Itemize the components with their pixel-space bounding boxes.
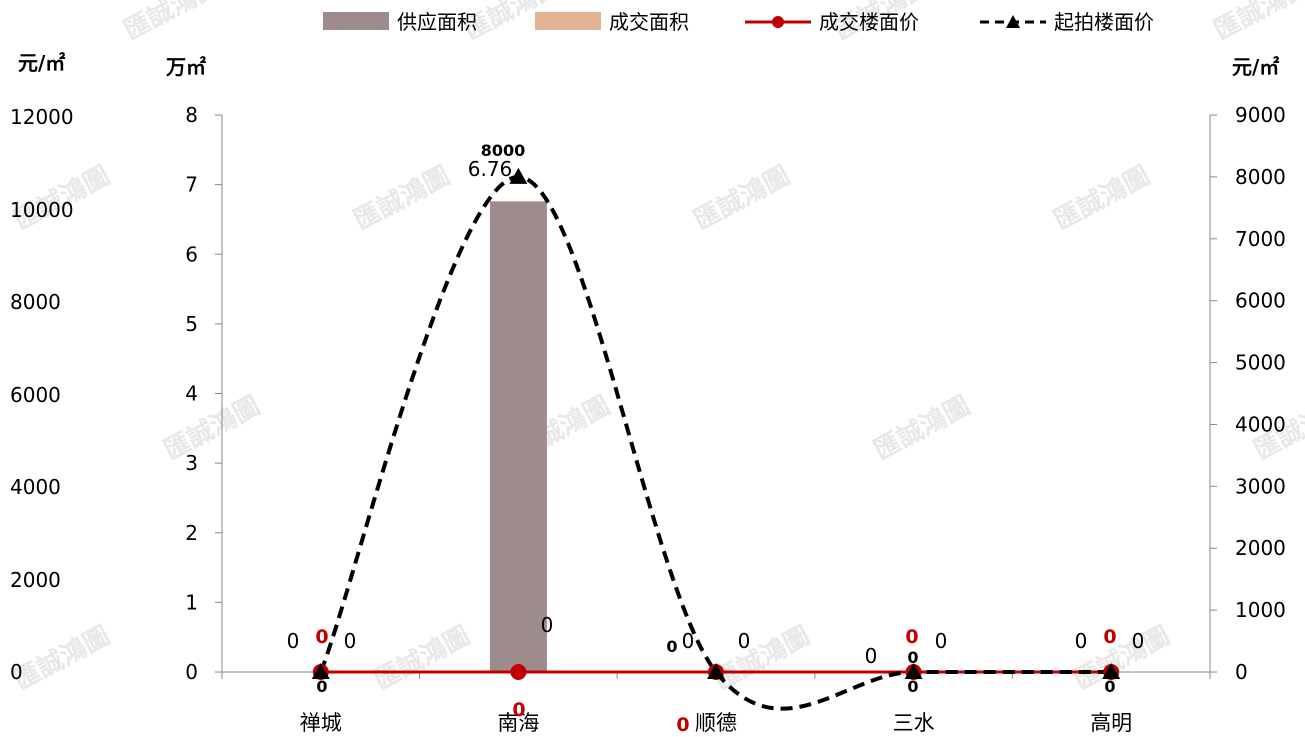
left-tick-label: 2 [185, 521, 198, 545]
supply-data-label: 0 [865, 644, 878, 668]
supply-data-label: 6.76 [468, 157, 513, 181]
start-price-marker [1102, 663, 1121, 679]
outer-left-tick-label: 0 [10, 660, 23, 684]
outer-left-tick-label: 8000 [10, 290, 61, 314]
right-tick-label: 9000 [1235, 103, 1286, 127]
start-price-data-label: 0 [907, 677, 918, 696]
watermark-text: 匯誠鴻圖 [119, 0, 225, 46]
left-tick-label: 8 [185, 103, 198, 127]
outer-left-tick-label: 10000 [10, 198, 74, 222]
legend-label-deal-price: 成交楼面价 [819, 10, 919, 34]
supply-data-label: 0 [1075, 629, 1088, 653]
legend-swatch-supply [323, 12, 389, 30]
start-price-marker [904, 663, 923, 679]
right-axis: 0 1000 2000 3000 4000 5000 6000 7000 8000 9000 [1209, 103, 1286, 684]
legend: 供应面积 成交面积 成交楼面价 起拍楼面价 [323, 10, 1154, 34]
category-label: 高明 [1090, 711, 1132, 735]
deal-area-data-label: 0 [344, 629, 357, 653]
left-axis: 0 1 2 3 4 5 6 7 8 [185, 103, 223, 684]
watermark-text: 匯誠鴻圖 [369, 620, 475, 696]
legend-marker-deal-price [772, 16, 784, 28]
right-tick-label: 7000 [1235, 227, 1286, 251]
right-tick-label: 1000 [1235, 598, 1286, 622]
deal-area-data-label: 0 [1132, 629, 1145, 653]
deal-price-data-label: 0 [905, 626, 918, 648]
right-tick-label: 2000 [1235, 536, 1286, 560]
deal-area-data-label: 0 [541, 613, 554, 637]
legend-swatch-deal-area [535, 12, 601, 30]
right-tick-label: 4000 [1235, 412, 1286, 436]
right-tick-label: 5000 [1235, 351, 1286, 375]
category-label: 三水 [893, 711, 935, 735]
line-series [311, 167, 1121, 711]
left-tick-label: 1 [185, 590, 198, 614]
left-axis-unit: 万㎡ [165, 55, 206, 79]
deal-price-data-label: 0 [676, 714, 689, 736]
left-tick-label: 6 [185, 242, 198, 266]
left-tick-label: 5 [185, 312, 198, 336]
outer-left-tick-label: 12000 [10, 105, 74, 129]
left-tick-label: 4 [185, 382, 198, 406]
bar-supply [489, 201, 547, 672]
extra-data-label: 0 [907, 648, 918, 667]
watermark-text: 匯誠鴻圖 [159, 390, 265, 466]
watermark-text: 匯誠鴻圖 [349, 160, 455, 236]
deal-price-data-label: 0 [1103, 626, 1116, 648]
start-price-marker [707, 663, 725, 679]
deal-price-marker [510, 664, 527, 680]
right-tick-label: 3000 [1235, 474, 1286, 498]
deal-area-data-label: 0 [935, 629, 948, 653]
deal-price-data-label: 0 [512, 699, 525, 721]
watermark-text: 匯誠鴻圖 [9, 620, 115, 696]
category-label: 南海 [497, 711, 539, 735]
right-tick-label: 0 [1235, 660, 1248, 684]
watermark-text: 匯誠鴻圖 [709, 620, 815, 696]
right-tick-label: 6000 [1235, 289, 1286, 313]
left-tick-label: 3 [185, 451, 198, 475]
start-price-data-label: 0 [1104, 677, 1115, 696]
outer-left-tick-label: 4000 [10, 475, 61, 499]
start-price-line [318, 174, 1112, 711]
start-price-marker [509, 167, 528, 184]
watermark-text: 匯誠鴻圖 [1049, 160, 1155, 236]
start-price-marker [311, 663, 330, 679]
supply-data-label: 0 [287, 629, 300, 653]
category-label: 禅城 [300, 711, 342, 735]
outer-left-axis-unit: 元/㎡ [18, 51, 65, 75]
deal-price-data-label: 0 [315, 626, 328, 648]
start-price-data-label: 0 [666, 637, 677, 656]
supply-data-label: 0 [682, 629, 695, 653]
legend-label-deal-area: 成交面积 [609, 10, 689, 34]
right-tick-label: 8000 [1235, 165, 1286, 189]
watermark-text: 匯誠鴻圖 [689, 160, 795, 236]
left-tick-label: 7 [185, 173, 198, 197]
deal-area-data-label: 0 [738, 629, 751, 653]
bar-series [489, 201, 547, 672]
legend-marker-start-price [1006, 15, 1020, 28]
outer-left-axis: 0 2000 4000 6000 8000 10000 12000 [10, 105, 74, 684]
outer-left-tick-label: 6000 [10, 383, 61, 407]
start-price-data-label: 0 [316, 677, 327, 696]
outer-left-tick-label: 2000 [10, 568, 61, 592]
left-tick-label: 0 [185, 660, 198, 684]
legend-label-supply: 供应面积 [397, 10, 477, 34]
legend-label-start-price: 起拍楼面价 [1054, 10, 1154, 34]
category-label: 顺德 [695, 711, 737, 735]
right-axis-unit: 元/㎡ [1232, 55, 1279, 79]
watermark-text: 匯誠鴻圖 [869, 390, 975, 466]
start-price-data-label: 8000 [481, 141, 526, 160]
watermark-text: 匯誠鴻圖 [1209, 0, 1305, 46]
